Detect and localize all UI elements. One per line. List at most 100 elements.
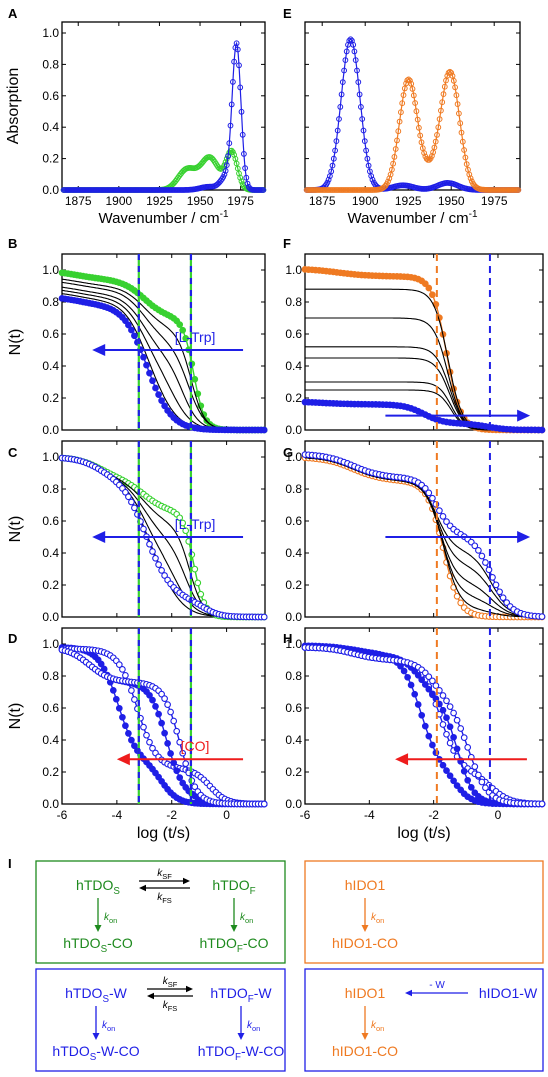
blue-spectrum-point [342, 57, 349, 63]
panel-b: 0.0 0.2 0.4 0.6 0.8 1.0 [L-Trp] N(t) [7, 253, 268, 437]
green-spectrum-point [228, 147, 235, 154]
blue-spectrum-point [325, 176, 332, 183]
y-tick-label: 0.2 [285, 391, 302, 405]
y-tick-label: 1.0 [285, 450, 302, 464]
blue-data-point [161, 402, 168, 410]
scheme-hido1: hIDO1 hIDO1-CO kon [304, 860, 544, 964]
y-axis-label: Absorption [5, 68, 22, 145]
blue-kinetic-trace [304, 453, 542, 618]
y-tick-label: 0.6 [285, 327, 302, 341]
orange-spectrum-point [408, 80, 415, 87]
x-tick-label: 0 [495, 808, 502, 822]
trend-arrow-head [92, 344, 106, 356]
y-tick-label: 0.0 [42, 610, 59, 624]
y-tick-label: 1.0 [42, 450, 59, 464]
blue-data-point [260, 426, 268, 434]
blue-data-point [179, 779, 187, 787]
blue-spectrum-point [337, 104, 344, 110]
blue-data-point [418, 676, 426, 684]
orange-spectrum-point [429, 153, 435, 159]
blue-data-point [152, 703, 159, 710]
blue-spectrum-line [62, 41, 265, 191]
blue-spectrum-point [338, 91, 345, 98]
blue-spectrum-point [234, 46, 241, 53]
blue-data-point [471, 542, 479, 550]
orange-spectrum-point [418, 139, 425, 146]
orange-spectrum-point [399, 100, 406, 107]
blue-data-point [460, 734, 468, 741]
green-spectrum-point [238, 178, 245, 185]
blue-data-point [464, 776, 472, 784]
blue-data-point [429, 677, 436, 685]
arrow-on-head [361, 925, 369, 932]
blue-spectrum-point [230, 79, 236, 85]
species-hido1: hIDO1 [345, 877, 386, 893]
panel-h: 0.0 0.2 0.4 0.6 0.8 1.0 -6 -4 -2 0 log (t/s) [285, 627, 546, 842]
y-tick-label: 0.8 [285, 295, 302, 309]
x-axis-label-superscript: -1 [469, 209, 478, 220]
orange-spectrum-point [409, 86, 416, 92]
trend-arrow-head [116, 753, 130, 766]
orange-spectrum-point [421, 150, 428, 156]
blue-data-point [443, 767, 450, 774]
orange-data-point [453, 592, 461, 600]
arrow-on-fast-head [237, 1033, 245, 1040]
blue-data-point [421, 485, 429, 492]
x-tick-label: -4 [112, 808, 123, 822]
orange-spectrum-point [438, 107, 444, 114]
blue-data-point [109, 687, 117, 694]
blue-data-point [439, 761, 447, 769]
y-tick-label: 0.0 [42, 183, 59, 197]
arrow-sf-head [186, 985, 193, 993]
x-tick-label: 1900 [352, 194, 379, 208]
y-tick-label: 0.0 [42, 423, 59, 437]
blue-spectrum-point [347, 36, 354, 43]
blue-data-point [471, 763, 479, 770]
orange-spectrum-point [400, 92, 407, 98]
blue-kinetic-trace [61, 297, 264, 431]
arrow-on-slow-head [94, 925, 102, 932]
trend-arrow-head [395, 753, 409, 766]
y-tick-label: 0.4 [285, 733, 302, 747]
y-tick-label: 0.4 [42, 120, 59, 134]
orange-spectrum-point [416, 124, 422, 131]
rate-kon: kon [371, 912, 384, 925]
blue-data-point [158, 690, 165, 698]
blue-spectrum-point [231, 58, 238, 65]
blue-data-point [122, 488, 129, 496]
blue-spectrum-point [228, 101, 235, 108]
blue-data-point [482, 559, 489, 566]
y-tick-label: 0.2 [285, 578, 302, 592]
blue-data-point [131, 742, 138, 750]
blue-data-point [439, 706, 447, 714]
blue-data-point [146, 691, 153, 699]
blue-data-point [400, 667, 408, 675]
x-tick-label: 1975 [481, 194, 508, 208]
orange-spectrum-point [515, 187, 522, 193]
blue-spectrum-point [359, 116, 366, 122]
y-tick-label: 0.6 [42, 701, 59, 715]
y-tick-label: 1.0 [42, 637, 59, 651]
y-tick-label: 0.4 [42, 733, 59, 747]
blue-spectrum-point [364, 155, 371, 162]
blue-data-point [475, 771, 482, 779]
blue-data-point [478, 778, 486, 786]
x-tick-label: 0 [223, 808, 230, 822]
blue-data-point [146, 369, 153, 377]
blue-data-point [260, 800, 268, 808]
blue-data-point [421, 722, 429, 730]
rate-minus-w: - W [429, 980, 445, 991]
blue-data-point [128, 326, 135, 334]
blue-spectrum-point [241, 151, 247, 157]
blue-data-point [140, 525, 147, 533]
green-data-point [176, 514, 184, 522]
y-tick-label: 0.2 [42, 578, 59, 592]
blue-data-point [450, 733, 457, 741]
blue-data-point [143, 361, 150, 369]
x-tick-label: -6 [300, 808, 311, 822]
green-spectrum-point [222, 159, 229, 166]
blue-spectrum-point [351, 48, 358, 55]
orange-spectrum-point [456, 110, 462, 117]
blue-data-point [161, 695, 168, 702]
blue-spectrum-point [354, 67, 360, 74]
